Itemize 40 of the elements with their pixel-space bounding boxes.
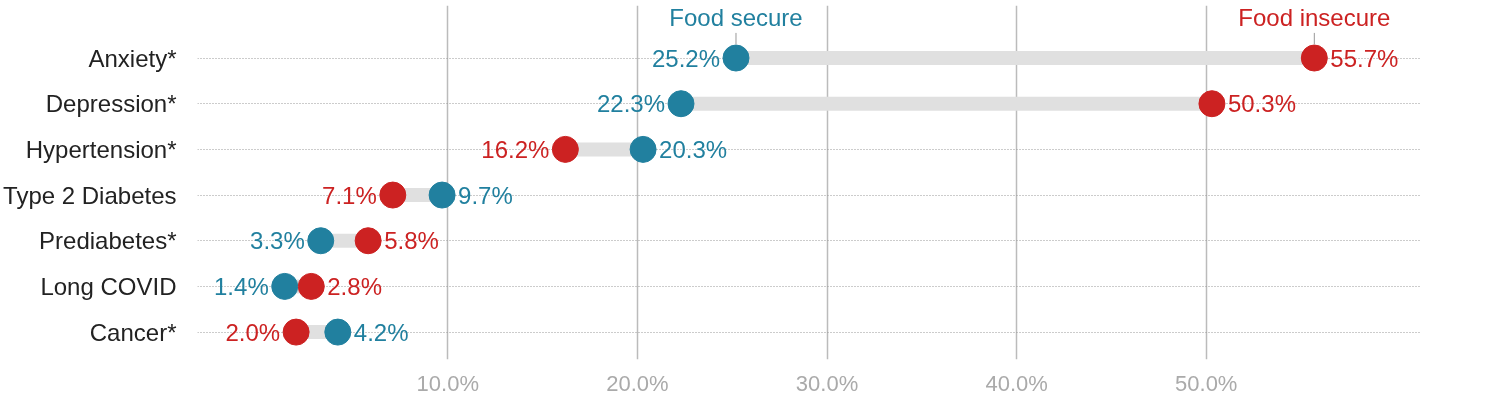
- data-label: 2.0%: [225, 318, 281, 346]
- y-tick-label: Long COVID: [40, 272, 177, 300]
- point: [354, 227, 382, 255]
- data-label: 1.4%: [214, 272, 269, 300]
- point: [1300, 44, 1328, 72]
- point: [324, 318, 352, 346]
- data-label: 25.2%: [651, 44, 721, 72]
- point: [282, 318, 310, 346]
- data-label: 5.8%: [384, 227, 439, 255]
- point: [307, 227, 335, 255]
- data-label: 7.1%: [322, 181, 377, 209]
- series-label: Food secure: [669, 3, 803, 31]
- series-label: Food insecure: [1238, 3, 1391, 31]
- y-tick-label: Prediabetes*: [39, 227, 177, 255]
- point: [379, 181, 407, 209]
- data-label: 2.8%: [327, 272, 382, 300]
- x-tick-label: 10.0%: [416, 370, 479, 396]
- point: [1198, 90, 1226, 118]
- y-tick-label: Cancer*: [89, 318, 177, 346]
- x-tick-label: 50.0%: [1175, 370, 1238, 396]
- y-tick-label: Depression*: [45, 90, 177, 118]
- x-tick-label: 30.0%: [795, 370, 859, 396]
- data-label: 22.3%: [596, 90, 666, 118]
- data-label: 4.2%: [353, 318, 409, 346]
- y-tick-label: Hypertension*: [25, 135, 177, 163]
- x-tick-label: 20.0%: [606, 370, 669, 396]
- y-tick-label: Type 2 Diabetes: [3, 181, 177, 209]
- y-tick-label: Anxiety*: [88, 44, 177, 72]
- data-label: 50.3%: [1227, 90, 1296, 118]
- data-label: 16.2%: [481, 135, 550, 163]
- data-label: 55.7%: [1330, 44, 1399, 72]
- point: [551, 135, 579, 163]
- point: [428, 181, 456, 209]
- point: [667, 90, 695, 118]
- x-tick-label: 40.0%: [985, 370, 1048, 396]
- point: [629, 135, 657, 163]
- data-label: 3.3%: [250, 227, 305, 255]
- data-label: 20.3%: [659, 135, 728, 163]
- point: [722, 44, 750, 72]
- data-label: 9.7%: [458, 181, 513, 209]
